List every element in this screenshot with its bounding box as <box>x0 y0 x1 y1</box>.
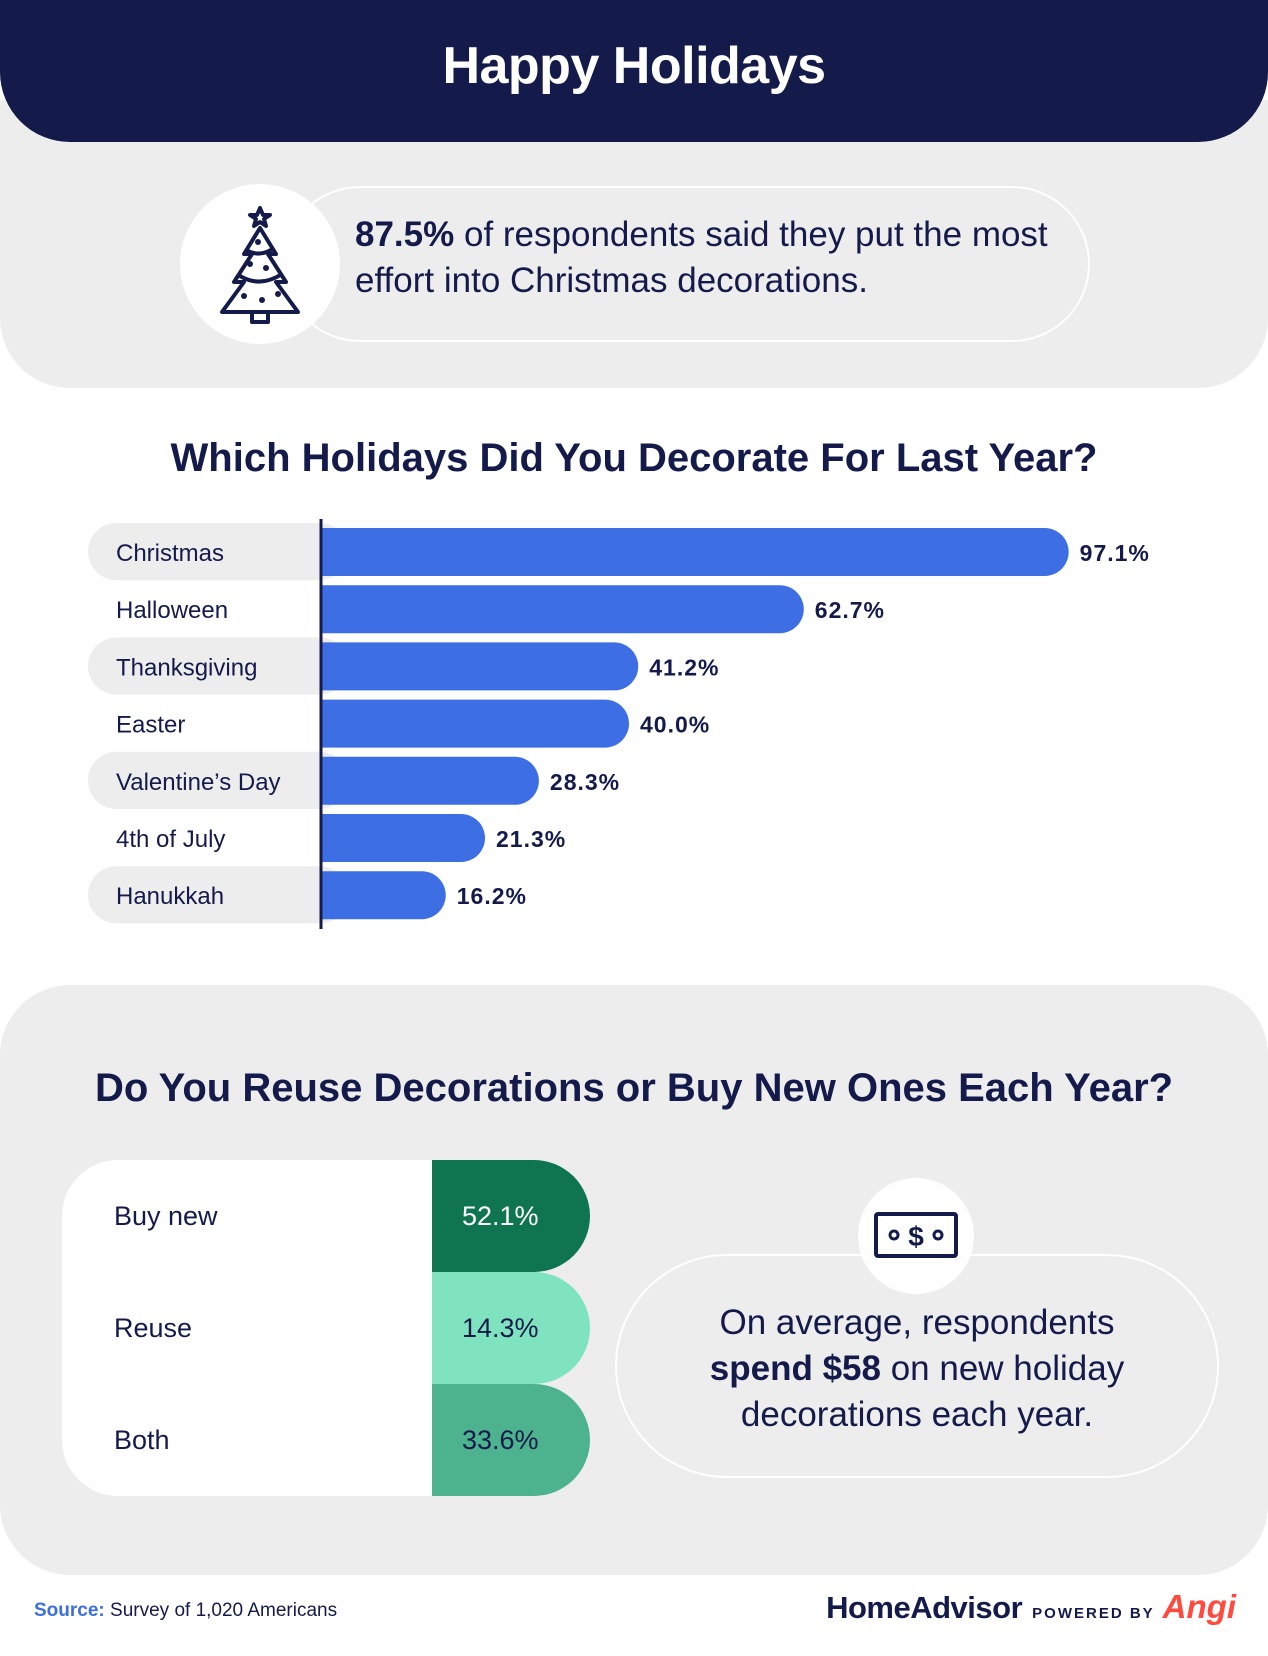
reuse-option-label: Reuse <box>62 1272 432 1384</box>
bar <box>321 528 1069 576</box>
bar-chart-svg: Christmas 97.1% Halloween 62.7% Thanksgiving… <box>88 519 1150 929</box>
category-label: Easter <box>116 712 185 739</box>
category-band <box>88 523 348 581</box>
bar <box>321 699 629 748</box>
spend-text: On average, respondents spend $58 on new … <box>630 1300 1204 1438</box>
page-title: Happy Holidays <box>442 37 826 95</box>
bar <box>321 814 486 862</box>
spend-pre: On average, respondents <box>719 1303 1115 1342</box>
dollar-bill-icon: $ <box>858 1178 974 1294</box>
category-label: Hanukkah <box>116 883 224 910</box>
category-band <box>88 637 348 695</box>
category-label: Thanksgiving <box>116 654 257 681</box>
value-label: 16.2% <box>457 883 527 909</box>
header-banner: Happy Holidays <box>0 0 1268 142</box>
bar <box>321 642 639 691</box>
brand-angi: Angi <box>1162 1588 1236 1625</box>
brand-name: HomeAdvisor <box>826 1590 1023 1625</box>
bar <box>321 585 804 634</box>
holiday-bar-chart: Christmas 97.1% Halloween 62.7% Thanksgiving… <box>0 515 1268 935</box>
reuse-option-row: Reuse 14.3% <box>62 1272 590 1384</box>
value-label: 21.3% <box>496 826 566 852</box>
category-band <box>88 751 348 809</box>
brand-powered: POWERED BY <box>1032 1605 1155 1622</box>
reuse-option-row: Both 33.6% <box>62 1384 590 1496</box>
bar <box>321 756 539 805</box>
source-label: Source: <box>34 1600 105 1621</box>
callout-text: 87.5% of respondents said they put the m… <box>355 212 1055 304</box>
category-label: Valentine’s Day <box>116 769 281 796</box>
value-label: 40.0% <box>640 712 710 738</box>
callout-stat: 87.5% <box>355 215 455 254</box>
reuse-option-value: 14.3% <box>432 1272 590 1384</box>
reuse-option-row: Buy new 52.1% <box>62 1160 590 1272</box>
reuse-option-label: Buy new <box>62 1160 432 1272</box>
value-label: 28.3% <box>550 769 620 795</box>
category-label: Halloween <box>116 597 228 624</box>
chart-title: Which Holidays Did You Decorate For Last… <box>170 436 1098 480</box>
value-label: 41.2% <box>649 654 719 680</box>
category-label: 4th of July <box>116 826 225 853</box>
spend-amount: spend $58 <box>709 1349 881 1388</box>
value-label: 97.1% <box>1080 540 1150 566</box>
source-note: Source: Survey of 1,020 Americans <box>34 1600 337 1622</box>
svg-text:$: $ <box>908 1221 924 1252</box>
reuse-title: Do You Reuse Decorations or Buy New Ones… <box>94 1066 1174 1110</box>
christmas-tree-icon <box>180 184 340 344</box>
reuse-option-value: 52.1% <box>432 1160 590 1272</box>
reuse-option-value: 33.6% <box>432 1384 590 1496</box>
spend-post: on new holiday decorations each year. <box>740 1349 1125 1434</box>
category-band <box>88 866 348 924</box>
value-label: 62.7% <box>815 597 885 623</box>
reuse-option-label: Both <box>62 1384 432 1496</box>
source-text: Survey of 1,020 Americans <box>104 1600 338 1621</box>
brand-logo: HomeAdvisor POWERED BY Angi <box>826 1588 1236 1626</box>
callout-body: of respondents said they put the most ef… <box>355 215 1048 300</box>
bar <box>321 871 446 920</box>
category-label: Christmas <box>116 540 224 567</box>
